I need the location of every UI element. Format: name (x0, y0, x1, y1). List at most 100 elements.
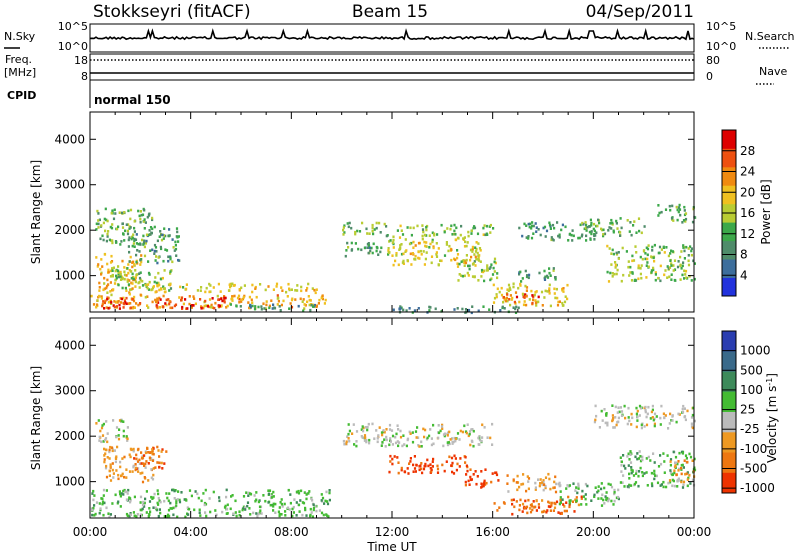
heatmap-cell (458, 438, 461, 441)
heatmap-cell (294, 298, 297, 301)
heatmap-cell (200, 307, 203, 310)
heatmap-cell (111, 274, 114, 277)
heatmap-cell (609, 271, 612, 275)
heatmap-cell (228, 283, 231, 287)
heatmap-cell (548, 501, 551, 505)
heatmap-cell (169, 270, 172, 273)
heatmap-cell (653, 243, 656, 247)
heatmap-cell (516, 488, 519, 492)
heatmap-cell (254, 287, 257, 290)
heatmap-cell (488, 225, 491, 228)
heatmap-cell (107, 230, 110, 233)
heatmap-cell (626, 219, 629, 222)
heatmap-cell (525, 236, 528, 239)
heatmap-cell (276, 303, 279, 306)
heatmap-cell (98, 281, 101, 285)
heatmap-cell (387, 253, 390, 256)
heatmap-cell (531, 505, 534, 508)
heatmap-cell (351, 432, 354, 435)
heatmap-cell (133, 237, 136, 241)
heatmap-cell (615, 219, 618, 223)
heatmap-cell (521, 234, 524, 238)
heatmap-cell (559, 484, 562, 487)
heatmap-cell (464, 311, 467, 314)
heatmap-cell (492, 227, 495, 230)
heatmap-cell (506, 299, 509, 303)
heatmap-cell (238, 297, 241, 301)
heatmap-cell (627, 452, 630, 456)
heatmap-cell (663, 471, 666, 474)
heatmap-cell (99, 267, 102, 271)
heatmap-cell (146, 447, 149, 450)
heatmap-cell (671, 415, 674, 418)
heatmap-cell (603, 502, 606, 505)
heatmap-cell (143, 227, 146, 230)
heatmap-cell (117, 437, 121, 441)
heatmap-cell (554, 276, 557, 279)
heatmap-cell (545, 510, 548, 514)
heatmap-cell (646, 253, 649, 257)
heatmap-cell (166, 513, 170, 517)
heatmap-cell (623, 464, 626, 468)
heatmap-cell (165, 303, 168, 307)
heatmap-cell (130, 276, 133, 280)
heatmap-cell (609, 483, 612, 486)
heatmap-cell (156, 445, 159, 449)
heatmap-cell (289, 302, 292, 305)
heatmap-cell (164, 302, 167, 305)
heatmap-cell (453, 454, 456, 458)
heatmap-cell (399, 435, 403, 439)
cpid-value: normal 150 (94, 93, 171, 107)
heatmap-cell (129, 497, 132, 500)
heatmap-cell (154, 259, 157, 262)
heatmap-cell (691, 459, 694, 462)
heatmap-cell (430, 468, 433, 472)
heatmap-cell (131, 282, 134, 285)
heatmap-cell (141, 457, 144, 460)
heatmap-cell (391, 241, 394, 244)
heatmap-cell (355, 440, 358, 443)
heatmap-cell (518, 226, 521, 230)
heatmap-cell (527, 480, 530, 483)
heatmap-cell (298, 510, 301, 513)
heatmap-cell (110, 211, 113, 215)
heatmap-cell (131, 265, 134, 269)
cpid-row: CPID normal 150 (7, 80, 171, 108)
heatmap-cell (106, 219, 109, 223)
heatmap-cell (606, 496, 609, 500)
heatmap-cell (479, 249, 482, 252)
heatmap-cell (108, 515, 111, 519)
heatmap-cell (115, 276, 118, 280)
heatmap-cell (673, 471, 676, 475)
heatmap-cell (248, 295, 251, 299)
heatmap-cell (412, 240, 415, 244)
heatmap-cell (302, 501, 306, 505)
heatmap-cell (190, 494, 193, 498)
heatmap-cell (115, 469, 118, 472)
heatmap-cell (168, 289, 171, 292)
heatmap-cell (108, 450, 111, 454)
heatmap-cell (278, 512, 281, 516)
heatmap-cell (643, 472, 646, 475)
heatmap-cell (532, 298, 535, 302)
heatmap-cell (559, 501, 562, 504)
colorbar-frame (721, 330, 737, 494)
heatmap-cell (604, 421, 607, 425)
heatmap-cell (640, 264, 643, 267)
heatmap-cell (552, 509, 555, 512)
heatmap-cell (92, 303, 96, 306)
heatmap-cell (505, 296, 508, 300)
heatmap-cell (143, 464, 146, 467)
heatmap-cell (480, 268, 484, 272)
heatmap-cell (133, 230, 136, 233)
heatmap-cell (116, 227, 119, 231)
heatmap-cell (469, 430, 472, 433)
heatmap-cell (139, 220, 142, 224)
heatmap-cell (399, 224, 402, 228)
heatmap-cell (371, 226, 374, 230)
heatmap-cell (495, 293, 498, 296)
heatmap-cell (693, 262, 696, 265)
time-tick-label: 00:00 (677, 525, 712, 539)
heatmap-cell (669, 458, 673, 461)
heatmap-cell (95, 222, 98, 226)
